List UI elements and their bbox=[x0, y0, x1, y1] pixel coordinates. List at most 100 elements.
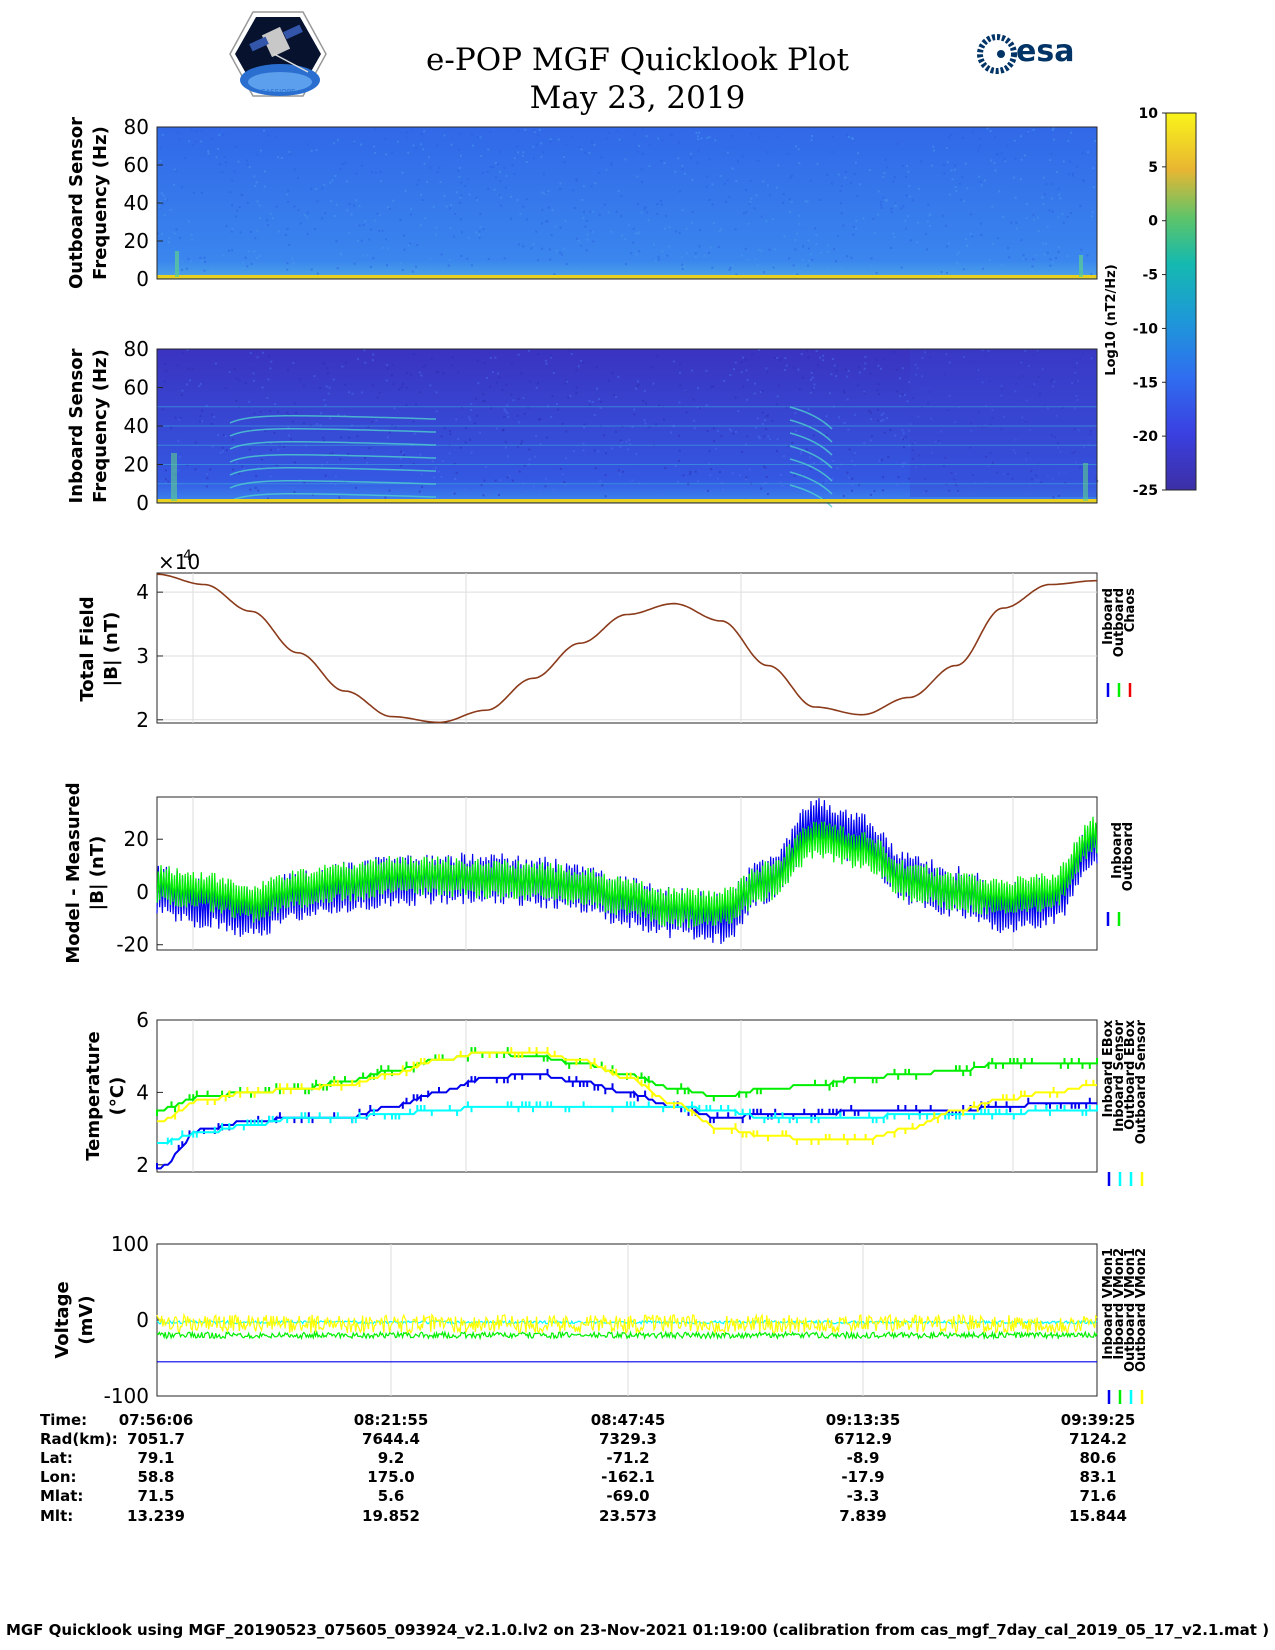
outboard-spectrogram-speckle bbox=[1081, 152, 1084, 155]
outboard-spectrogram-speckle bbox=[476, 266, 479, 269]
outboard-spectrogram-speckle bbox=[540, 222, 543, 225]
outboard-spectrogram-speckle bbox=[638, 250, 641, 253]
outboard-spectrogram-speckle bbox=[691, 211, 694, 214]
inboard-spectrogram-speckle bbox=[422, 365, 425, 368]
inboard-spectrogram-speckle bbox=[457, 437, 460, 440]
inboard-spectrogram-speckle bbox=[962, 356, 965, 359]
inboard-spectrogram-speckle bbox=[746, 435, 749, 438]
inboard-spectrogram-speckle bbox=[637, 383, 640, 386]
outboard-spectrogram-speckle bbox=[410, 207, 413, 210]
outboard-spectrogram-speckle bbox=[575, 179, 578, 182]
inboard-spectrogram-speckle bbox=[512, 399, 515, 402]
inboard-spectrogram-speckle bbox=[820, 461, 823, 464]
outboard-spectrogram-speckle bbox=[904, 227, 907, 230]
outboard-spectrogram-speckle bbox=[303, 214, 306, 217]
inboard-spectrogram-speckle bbox=[501, 389, 504, 392]
outboard-spectrogram-speckle bbox=[725, 200, 728, 203]
inboard-spectrogram-speckle bbox=[876, 419, 879, 422]
outboard-spectrogram-speckle bbox=[494, 162, 497, 165]
outboard-spectrogram-speckle bbox=[1068, 160, 1071, 163]
inboard-spectrogram-speckle bbox=[489, 385, 492, 388]
outboard-spectrogram-speckle bbox=[1022, 254, 1025, 257]
inboard-spectrogram-speckle bbox=[469, 418, 472, 421]
outboard-spectrogram-speckle bbox=[516, 145, 519, 148]
inboard-spectrogram-speckle bbox=[903, 394, 906, 397]
outboard-spectrogram-speckle bbox=[353, 140, 356, 143]
inboard-spectrogram-speckle bbox=[902, 438, 905, 441]
inboard-spectrogram-speckle bbox=[1058, 494, 1061, 497]
outboard-spectrogram-speckle bbox=[249, 230, 252, 233]
outboard-spectrogram-speckle bbox=[572, 189, 575, 192]
outboard-spectrogram-speckle bbox=[787, 152, 790, 155]
outboard-spectrogram-speckle bbox=[585, 219, 588, 222]
inboard-spectrogram-speckle bbox=[443, 427, 446, 430]
ephemeris-cell: 19.852 bbox=[362, 1507, 420, 1525]
outboard-spectrogram-speckle bbox=[929, 224, 932, 227]
outboard-spectrogram-speckle bbox=[814, 227, 817, 230]
inboard-spectrogram-speckle bbox=[510, 362, 513, 365]
inboard-spectrogram-speckle bbox=[575, 391, 578, 394]
outboard-spectrogram-speckle bbox=[1024, 154, 1027, 157]
inboard-spectrogram-speckle bbox=[811, 376, 814, 379]
outboard-spectrogram-speckle bbox=[1079, 204, 1082, 207]
inboard-spectrogram-speckle bbox=[1053, 380, 1056, 383]
inboard-spectrogram-region bbox=[910, 349, 1097, 497]
outboard-spectrogram-speckle bbox=[448, 207, 451, 210]
outboard-spectrogram-speckle bbox=[373, 145, 376, 148]
outboard-spectrogram-speckle bbox=[977, 147, 980, 150]
outboard-spectrogram-speckle bbox=[705, 185, 708, 188]
outboard-spectrogram-speckle bbox=[217, 147, 220, 150]
inboard-spectrogram-speckle bbox=[164, 478, 167, 481]
inboard-spectrogram-speckle bbox=[601, 484, 604, 487]
outboard-spectrogram-speckle bbox=[504, 186, 507, 189]
outboard-spectrogram-speckle bbox=[467, 236, 470, 239]
outboard-spectrogram-speckle bbox=[827, 267, 830, 270]
outboard-spectrogram-speckle bbox=[940, 271, 943, 274]
inboard-spectrogram-speckle bbox=[847, 428, 850, 431]
inboard-spectrogram-speckle bbox=[386, 367, 389, 370]
outboard-spectrogram-speckle bbox=[545, 220, 548, 223]
outboard-spectrogram-speckle bbox=[644, 206, 647, 209]
inboard-spectrogram-speckle bbox=[489, 357, 492, 360]
outboard-spectrogram-speckle bbox=[905, 194, 908, 197]
inboard-spectrogram-speckle bbox=[783, 455, 786, 458]
inboard-spectrogram-speckle bbox=[812, 388, 815, 391]
outboard-spectrogram-speckle bbox=[945, 146, 948, 149]
inboard-spectrogram-speckle bbox=[619, 439, 622, 442]
colorbar-tick-label: -10 bbox=[1133, 321, 1159, 337]
outboard-spectrogram-speckle bbox=[493, 188, 496, 191]
outboard-spectrogram-speckle bbox=[951, 178, 954, 181]
inboard-spectrogram-speckle bbox=[684, 390, 687, 393]
outboard-spectrogram-speckle bbox=[486, 170, 489, 173]
outboard-spectrogram-speckle bbox=[585, 249, 588, 252]
inboard-spectrogram-speckle bbox=[494, 479, 497, 482]
inboard-spectrogram-speckle bbox=[488, 493, 491, 496]
inboard-spectrogram-speckle bbox=[842, 495, 845, 498]
outboard-spectrogram-speckle bbox=[1070, 212, 1073, 215]
inboard-spectrogram-speckle bbox=[464, 427, 467, 430]
inboard-spectrogram-speckle bbox=[620, 441, 623, 444]
inboard-spectrogram-speckle bbox=[1012, 449, 1015, 452]
outboard-spectrogram-speckle bbox=[598, 171, 601, 174]
inboard-spectrogram-speckle bbox=[712, 385, 715, 388]
inboard-spectrogram-speckle bbox=[224, 387, 227, 390]
inboard-spectrogram-speckle bbox=[977, 410, 980, 413]
outboard-spectrogram-speckle bbox=[620, 195, 623, 198]
outboard-spectrogram-speckle bbox=[1025, 202, 1028, 205]
outboard-spectrogram-speckle bbox=[175, 169, 178, 172]
temperature-legend-label: Inboard Sensor bbox=[1112, 1019, 1127, 1131]
outboard-spectrogram-speckle bbox=[316, 200, 319, 203]
inboard-spectrogram-speckle bbox=[1082, 445, 1085, 448]
inboard-spectrogram-speckle bbox=[915, 373, 918, 376]
inboard-spectrogram-speckle bbox=[1061, 407, 1064, 410]
ephemeris-cell: 7644.4 bbox=[362, 1430, 420, 1448]
inboard-spectrogram-speckle bbox=[950, 472, 953, 475]
inboard-spectrogram-speckle bbox=[412, 353, 415, 356]
outboard-spectrogram-speckle bbox=[427, 156, 430, 159]
inboard-spectrogram-speckle bbox=[564, 457, 567, 460]
outboard-spectrogram-speckle bbox=[224, 161, 227, 164]
outboard-spectrogram-speckle bbox=[736, 160, 739, 163]
inboard-spectrogram-speckle bbox=[282, 445, 285, 448]
outboard-spectrogram-speckle bbox=[584, 151, 587, 154]
outboard-spectrogram-speckle bbox=[827, 251, 830, 254]
